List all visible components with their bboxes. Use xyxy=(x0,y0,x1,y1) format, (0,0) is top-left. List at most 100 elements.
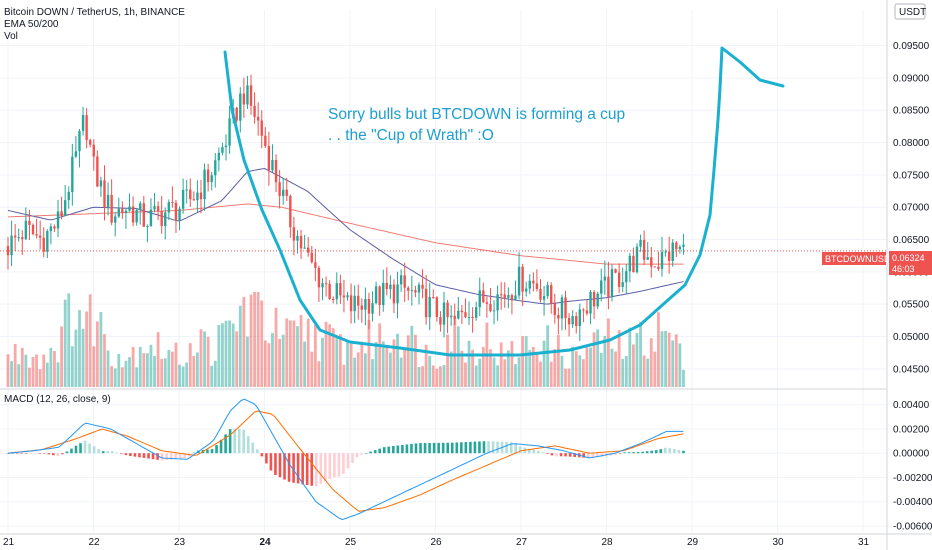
candle-body xyxy=(585,310,589,314)
candle-body xyxy=(317,267,321,288)
macd-histogram xyxy=(6,428,685,487)
volume-bar xyxy=(206,336,210,387)
candle-body xyxy=(596,293,599,307)
volume-bar xyxy=(149,344,153,387)
candle-body xyxy=(139,203,142,210)
candle-body xyxy=(621,282,624,287)
volume-bar xyxy=(342,364,346,387)
macd-histogram-bar xyxy=(487,441,490,454)
candle-body xyxy=(38,235,42,238)
candle-body xyxy=(539,288,542,300)
volume-bar xyxy=(170,351,174,387)
macd-histogram-bar xyxy=(464,442,468,454)
candle-body xyxy=(106,194,110,208)
currency-button[interactable]: USDT xyxy=(894,3,926,20)
volume-bar xyxy=(410,325,414,387)
volume-bar xyxy=(281,334,285,387)
candle-body xyxy=(192,199,196,201)
candle-body xyxy=(103,180,106,208)
volume-bar xyxy=(481,346,485,387)
candle-body xyxy=(339,283,342,296)
macd-histogram-bar xyxy=(178,453,182,459)
volume-bar xyxy=(456,326,460,387)
volume-bar xyxy=(671,340,675,387)
volume-bar xyxy=(124,360,128,387)
y-tick-label: 0.04500 xyxy=(893,364,930,375)
macd-histogram-bar xyxy=(342,453,345,474)
candle-body xyxy=(228,118,231,146)
y-tick-label: 0.07500 xyxy=(893,170,930,181)
macd-histogram-bar xyxy=(228,429,232,454)
macd-histogram-bar xyxy=(274,453,277,476)
candle-body xyxy=(10,235,13,256)
candle-body xyxy=(260,120,263,136)
candle-body xyxy=(564,297,567,319)
volume-bar xyxy=(6,354,10,387)
candle-body xyxy=(146,226,149,228)
macd-histogram-bar xyxy=(237,428,241,454)
y-tick-label: 0.07000 xyxy=(893,203,930,214)
candle-body xyxy=(135,209,138,223)
macd-histogram-bar xyxy=(437,442,440,454)
macd-histogram-bar xyxy=(115,452,119,454)
volume-bar xyxy=(292,320,296,387)
macd-histogram-bar xyxy=(410,443,413,454)
volume-bar xyxy=(531,346,535,387)
candle-body xyxy=(49,226,53,232)
volume-bar xyxy=(503,359,507,387)
volume-bar xyxy=(474,365,478,387)
x-tick-label: 29 xyxy=(687,537,699,548)
macd-histogram-bar xyxy=(568,453,572,457)
volume-bar xyxy=(88,294,92,387)
macd-histogram-bar xyxy=(573,453,576,457)
candle-body xyxy=(289,195,292,228)
volume-bar xyxy=(213,360,217,387)
macd-histogram-bar xyxy=(256,449,259,454)
candle-body xyxy=(310,252,313,263)
macd-histogram-bar xyxy=(138,453,141,458)
volume-bar xyxy=(67,293,71,387)
candle-body xyxy=(532,280,535,284)
macd-histogram-bar xyxy=(491,441,495,454)
volume-bar xyxy=(388,352,392,387)
macd-y-tick-label: -0.00200 xyxy=(893,473,932,484)
volume-bar xyxy=(585,347,589,387)
macd-y-tick-label: -0.00400 xyxy=(893,497,932,508)
macd-histogram-bar xyxy=(74,445,78,454)
volume-bar xyxy=(224,320,228,387)
volume-bar xyxy=(321,337,324,387)
candle-body xyxy=(160,211,163,226)
volume-bar xyxy=(13,343,17,387)
macd-histogram-bar xyxy=(600,453,604,457)
candle-body xyxy=(346,295,349,298)
candle-body xyxy=(546,285,549,297)
volume-bar xyxy=(178,364,181,387)
macd-histogram-bar xyxy=(677,449,681,454)
macd-histogram-bar xyxy=(20,453,23,454)
volume-bar xyxy=(603,335,607,387)
macd-histogram-bar xyxy=(654,450,658,454)
candle-body xyxy=(496,294,499,311)
candle-body xyxy=(178,208,181,221)
volume-bar xyxy=(70,346,74,387)
macd-histogram-bar xyxy=(618,453,622,454)
volume-bar xyxy=(203,331,206,387)
volume-bar xyxy=(678,343,682,387)
volume-bar xyxy=(646,358,650,387)
volume-bar xyxy=(349,343,353,387)
currency-button-box xyxy=(894,3,926,20)
candle-body xyxy=(292,227,296,241)
volume-bar xyxy=(31,356,35,387)
volume-bar xyxy=(521,336,525,387)
candle-body xyxy=(374,286,378,304)
volume-bar xyxy=(128,357,131,387)
volume-bar xyxy=(564,368,567,387)
candle-body xyxy=(256,116,260,121)
macd-histogram-bar xyxy=(319,453,323,484)
candle-body xyxy=(435,297,439,317)
volume-bar xyxy=(460,350,464,387)
candle-body xyxy=(614,269,617,273)
price-badge-symbol: BTCDOWNUSDT xyxy=(825,254,896,264)
candle-body xyxy=(625,271,628,283)
candle-body xyxy=(46,231,49,252)
